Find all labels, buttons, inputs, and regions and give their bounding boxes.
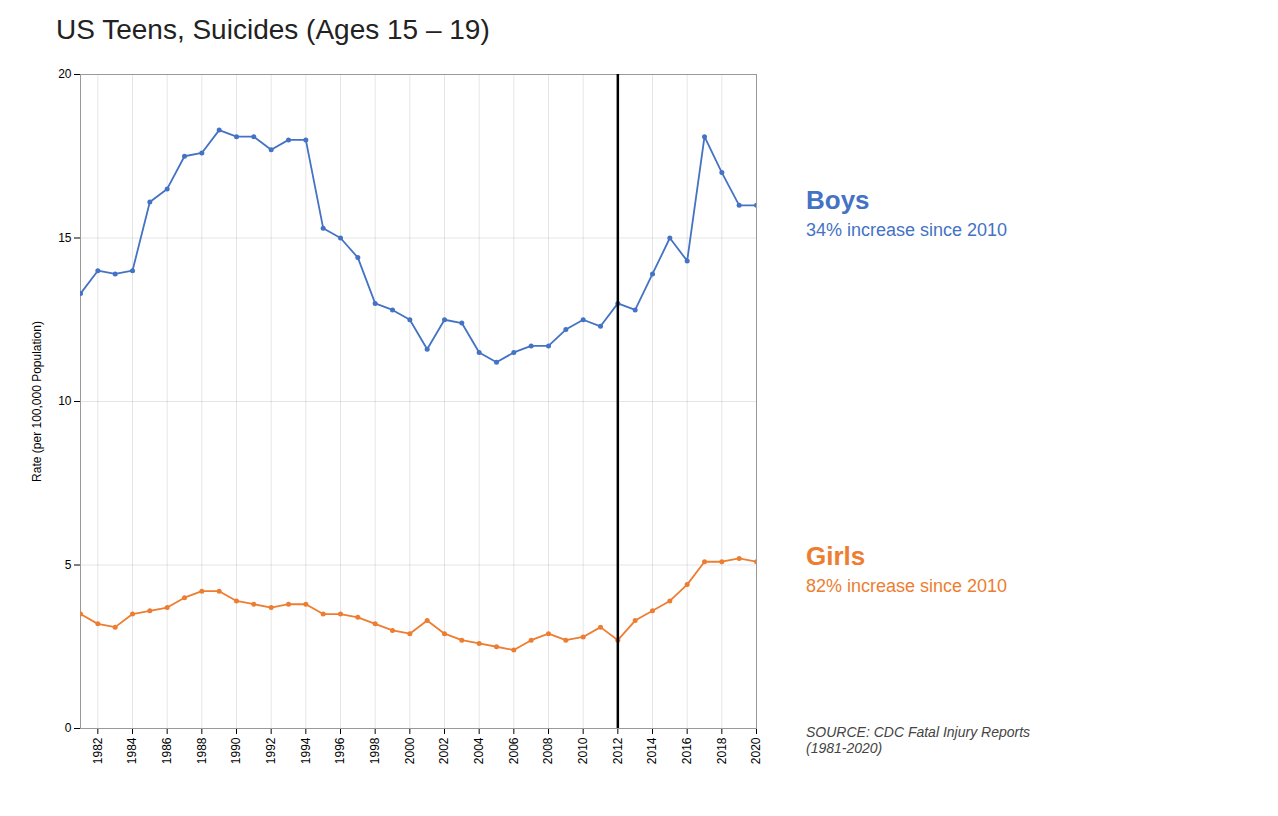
svg-text:1998: 1998 <box>368 737 382 764</box>
svg-text:2006: 2006 <box>507 737 521 764</box>
svg-text:1990: 1990 <box>229 737 243 764</box>
svg-text:2014: 2014 <box>645 737 659 764</box>
html-text:82% increase since 2010: 82% increase since 2010 <box>806 576 1008 597</box>
svg-text:2000: 2000 <box>403 737 417 764</box>
html-text:Boys: Boys <box>806 184 870 215</box>
svg-text:1982: 1982 <box>91 737 105 764</box>
svg-text:1988: 1988 <box>195 737 209 764</box>
svg-text:20: 20 <box>58 67 72 81</box>
svg-text:2008: 2008 <box>541 737 555 764</box>
svg-text:5: 5 <box>65 558 72 572</box>
svg-text:2018: 2018 <box>715 737 729 764</box>
svg-text:1984: 1984 <box>125 737 139 764</box>
svg-text:2004: 2004 <box>472 737 486 764</box>
svg-text:2016: 2016 <box>680 737 694 764</box>
svg-text:15: 15 <box>58 231 72 245</box>
svg-text:1986: 1986 <box>160 737 174 764</box>
svg-text:2012: 2012 <box>611 737 625 764</box>
svg-text:0: 0 <box>65 721 72 735</box>
svg-text:1994: 1994 <box>299 737 313 764</box>
html-text:34% increase since 2010: 34% increase since 2010 <box>806 219 1008 240</box>
svg-text:1992: 1992 <box>264 737 278 764</box>
html-text:SOURCE: CDC Fatal Injury Repor: SOURCE: CDC Fatal Injury Reports (1981-2… <box>806 724 1031 756</box>
html-text:Girls: Girls <box>806 541 866 572</box>
svg-text:10: 10 <box>58 394 72 408</box>
svg-text:2020: 2020 <box>749 737 763 764</box>
svg-text:2002: 2002 <box>437 737 451 764</box>
svg-text:2010: 2010 <box>576 737 590 764</box>
html-text:US Teens, Suicides (Ages 15 –: US Teens, Suicides (Ages 15 – 19) <box>56 14 490 45</box>
svg-text:1996: 1996 <box>333 737 347 764</box>
svg-text:Rate (per 100,000 Population): Rate (per 100,000 Population) <box>30 321 44 482</box>
